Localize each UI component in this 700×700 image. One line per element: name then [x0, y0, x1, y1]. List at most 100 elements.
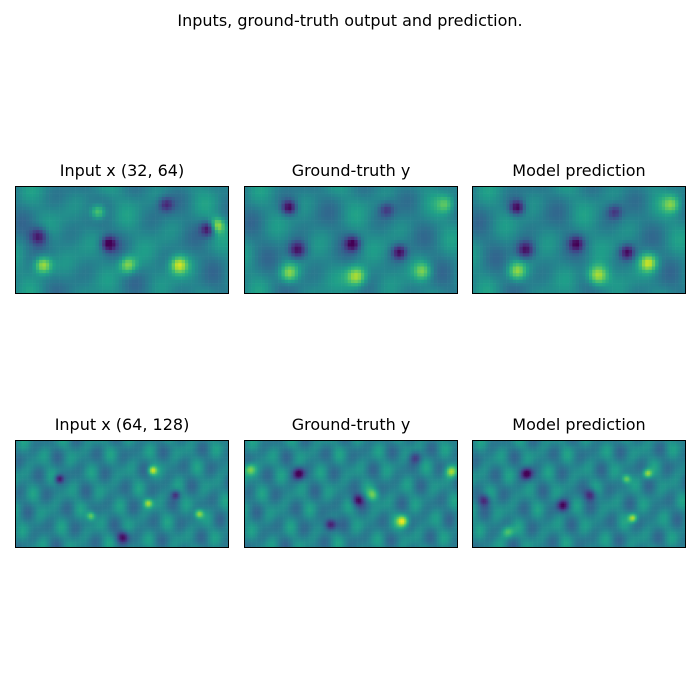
heatmap-cell [112, 279, 116, 284]
heatmap-cell [334, 289, 339, 293]
heatmap-cell [344, 216, 348, 221]
heatmap-cell [625, 213, 629, 218]
heatmap-cell [211, 266, 216, 271]
heatmap-cell [141, 193, 146, 198]
heatmap-cell [85, 213, 90, 218]
heatmap-cell [324, 213, 329, 218]
heatmap-cell [572, 220, 576, 224]
heatmap-cell [148, 220, 153, 224]
heatmap-cell [264, 230, 269, 234]
heatmap-cell [678, 210, 682, 214]
heatmap-cell [42, 213, 47, 218]
heatmap-cell [648, 213, 653, 218]
heatmap-cell [410, 279, 415, 284]
heatmap-cell [42, 256, 47, 261]
heatmap-cell [261, 289, 266, 293]
heatmap-cell [499, 223, 504, 228]
heatmap-cell [502, 220, 507, 224]
heatmap-cell [334, 203, 339, 208]
heatmap-cell [112, 216, 116, 221]
heatmap-cell [390, 269, 395, 274]
heatmap-cell [82, 269, 86, 274]
heatmap-cell [437, 190, 441, 194]
heatmap-cell [347, 279, 352, 284]
heatmap-cell [65, 223, 70, 228]
heatmap-cell [128, 203, 133, 208]
heatmap-cell [367, 233, 372, 237]
heatmap-cell [19, 193, 23, 198]
heatmap-cell [135, 190, 139, 194]
heatmap-cell [69, 216, 73, 221]
heatmap-cell [492, 187, 497, 191]
heatmap-cell [158, 187, 163, 191]
heatmap-cell [261, 259, 266, 264]
heatmap-cell [188, 259, 192, 264]
heatmap-cell [377, 233, 382, 237]
heatmap-cell [125, 246, 129, 251]
heatmap-cell [496, 187, 500, 191]
heatmap-cell [387, 283, 392, 287]
heatmap-cell [575, 190, 580, 194]
heatmap-cell [258, 213, 262, 218]
heatmap-cell [307, 236, 312, 241]
heatmap-cell [95, 206, 100, 211]
heatmap-cell [450, 216, 454, 221]
heatmap-cell [440, 276, 445, 281]
heatmap-cell [367, 283, 372, 287]
heatmap-cell [208, 223, 212, 228]
heatmap-cell [410, 193, 415, 198]
heatmap-cell [39, 230, 43, 234]
heatmap-cell [198, 283, 202, 287]
heatmap-cell [585, 213, 590, 218]
heatmap-cell [171, 190, 176, 194]
heatmap-cell [138, 240, 143, 244]
heatmap-cell [645, 196, 649, 201]
heatmap-cell [268, 286, 272, 290]
heatmap-cell [413, 233, 418, 237]
heatmap-cell [641, 210, 646, 214]
heatmap-cell [16, 276, 20, 281]
heatmap-cell [496, 203, 500, 208]
heatmap-cell [35, 276, 40, 281]
heatmap-cell [509, 213, 514, 218]
heatmap-cell [224, 213, 228, 218]
heatmap-cell [268, 279, 272, 284]
heatmap-cell [39, 200, 43, 204]
heatmap-cell [45, 246, 50, 251]
heatmap-cell [49, 273, 53, 277]
heatmap-cell [354, 210, 358, 214]
heatmap-cell [437, 200, 441, 204]
heatmap-cell [108, 203, 113, 208]
heatmap-cell [39, 246, 43, 251]
heatmap-cell [284, 210, 289, 214]
heatmap-cell [281, 240, 286, 244]
heatmap-cell [539, 216, 543, 221]
heatmap-cell [360, 210, 365, 214]
heatmap-cell [407, 240, 411, 244]
heatmap-cell [22, 210, 27, 214]
heatmap-cell [394, 216, 398, 221]
heatmap-cell [52, 220, 57, 224]
heatmap-cell [158, 246, 163, 251]
heatmap-cell [55, 289, 60, 293]
heatmap-cell [440, 213, 445, 218]
heatmap-cell [559, 213, 563, 218]
heatmap-cell [122, 233, 126, 237]
heatmap-cell [65, 233, 70, 237]
heatmap-cell [72, 230, 76, 234]
heatmap-cell [407, 253, 411, 257]
heatmap-cell [331, 220, 335, 224]
heatmap-cell [565, 206, 570, 211]
heatmap-cell [55, 233, 60, 237]
heatmap-cell [301, 220, 305, 224]
heatmap-cell [92, 253, 96, 257]
heatmap-cell [374, 196, 378, 201]
heatmap-cell [135, 210, 139, 214]
heatmap-cell [479, 187, 484, 191]
heatmap-cell [204, 246, 209, 251]
heatmap-cell [158, 196, 163, 201]
heatmap-cell [49, 289, 53, 293]
heatmap-cell [145, 213, 149, 218]
heatmap-cell [188, 190, 192, 194]
heatmap-cell [482, 193, 487, 198]
